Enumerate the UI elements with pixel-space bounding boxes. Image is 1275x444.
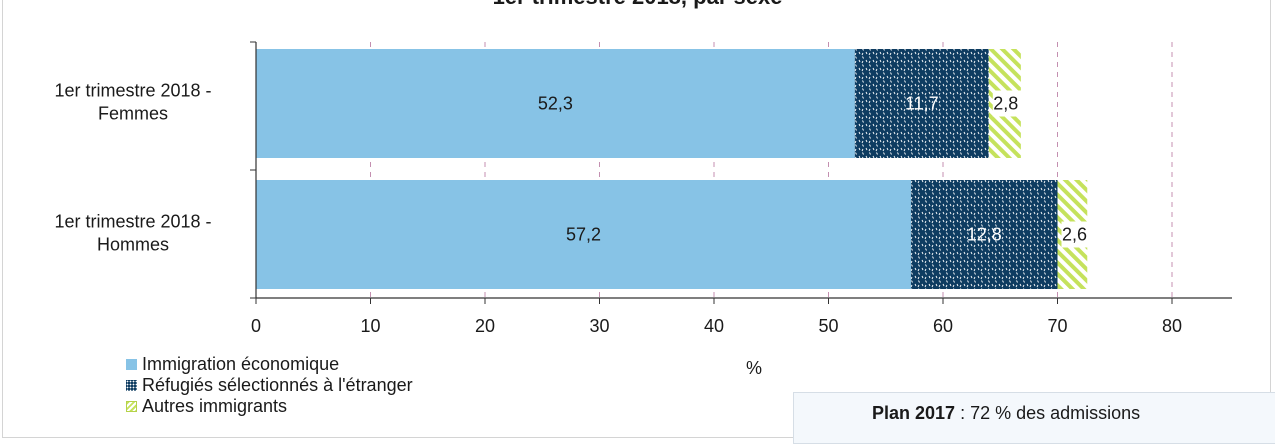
category-label: 1er trimestre 2018 - [54, 81, 211, 101]
x-tick-label: 80 [1162, 316, 1182, 336]
plan-note-box: Plan 2017 : 72 % des admissions [793, 392, 1275, 444]
legend-swatch-economique [126, 359, 137, 370]
bar-segment-economique [256, 49, 855, 158]
chart-title: 1er trimestre 2018, par sexe [0, 0, 1275, 10]
x-tick-label: 0 [251, 316, 261, 336]
data-label: 11,7 [905, 94, 939, 114]
legend-label: Immigration économique [142, 354, 340, 374]
category-label: 1er trimestre 2018 - [54, 212, 211, 232]
legend-item-autres: Autres immigrants [126, 396, 413, 417]
legend-swatch-autres [126, 401, 137, 412]
data-label: 12,8 [967, 225, 1002, 245]
x-tick-label: 30 [589, 316, 609, 336]
x-tick-label: 20 [475, 316, 495, 336]
bar-segment-economique [256, 180, 911, 289]
bars: 52,3 11,7 2,8 57,2 12,8 2,6 [256, 49, 1096, 289]
legend: Immigration économique Réfugiés sélectio… [126, 354, 413, 417]
x-tick-label: 10 [360, 316, 380, 336]
x-tick-label: 50 [818, 316, 838, 336]
plan-note-bold: Plan 2017 [872, 403, 956, 423]
x-tick-label: 70 [1047, 316, 1067, 336]
category-label: Femmes [98, 104, 168, 124]
legend-label: Réfugiés sélectionnés à l'étranger [142, 375, 413, 395]
data-label: 2,8 [993, 94, 1018, 114]
data-label: 52,3 [538, 94, 573, 114]
axes: 0 10 20 30 40 50 60 70 80 1er trimestre 2018 - Fem… [54, 41, 1232, 336]
data-label-background [1061, 221, 1096, 248]
x-tick-label: 60 [933, 316, 953, 336]
category-label: Hommes [97, 235, 169, 255]
bar-segment-refugies [854, 49, 989, 158]
bar-segment-refugies [910, 180, 1058, 289]
x-axis-unit-label: % [746, 358, 763, 378]
data-label: 57,2 [566, 225, 601, 245]
legend-label: Autres immigrants [142, 396, 288, 416]
legend-swatch-refugies [126, 380, 137, 391]
data-label-background [992, 90, 1027, 117]
legend-item-refugies: Réfugiés sélectionnés à l'étranger [126, 375, 413, 396]
data-label: 2,6 [1062, 225, 1087, 245]
x-tick-label: 40 [704, 316, 724, 336]
legend-item-economique: Immigration économique [126, 354, 413, 375]
plan-note-text: : 72 % des admissions [955, 403, 1141, 423]
